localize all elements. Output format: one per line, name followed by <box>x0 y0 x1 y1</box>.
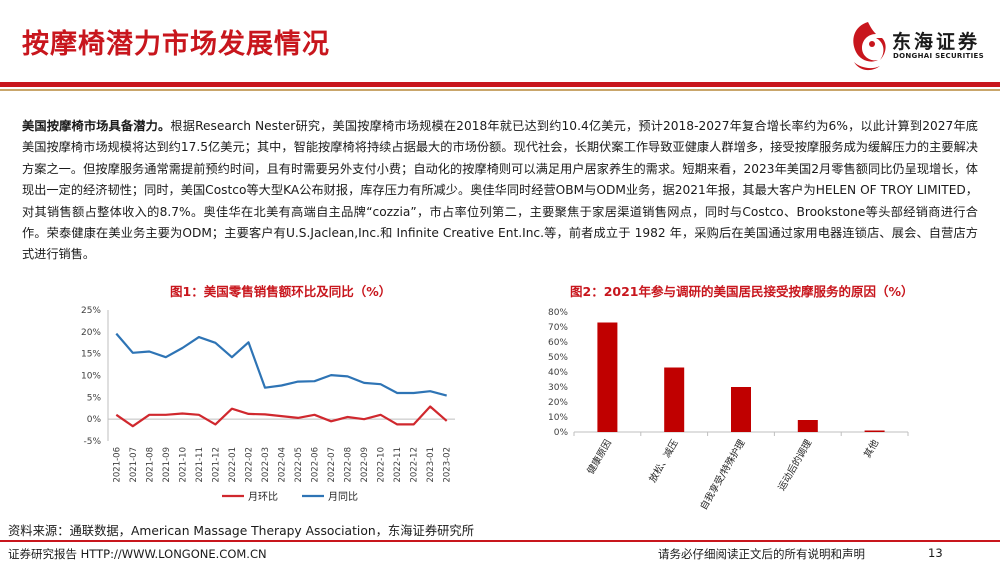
x-category-label: 放松、减压 <box>647 437 681 485</box>
chart2-title: 图2：2021年参与调研的美国居民接受按摩服务的原因（%） <box>570 284 914 299</box>
bar-放松、减压 <box>664 367 685 432</box>
donghai-logo-icon <box>853 22 886 71</box>
x-category-label: 自我享受/特殊护理 <box>698 437 748 512</box>
y-tick-label: 0% <box>554 428 569 438</box>
footer-disclaimer: 请务必仔细阅读正文后的所有说明和声明 <box>658 547 865 561</box>
body-paragraph: 美国按摩椅市场具备潜力。根据Research Nester研究，美国按摩椅市场规… <box>22 116 978 266</box>
retail-sales-line-chart: 25% 20% 15% 10% 5% 0% -5% 2021-06 2021-07 2021-08… <box>81 306 455 503</box>
y-tick-label: 50% <box>548 353 568 363</box>
bar-运动后的调理 <box>797 420 818 432</box>
bar-自我享受/特殊护理 <box>731 387 751 432</box>
y-tick-label: 40% <box>548 368 568 378</box>
series-line-月同比 <box>115 332 447 397</box>
footer-left-text: 证券研究报告 HTTP://WWW.LONGONE.COM.CN <box>8 547 267 561</box>
chart1-title: 图1：美国零售销售额环比及同比（%） <box>170 284 392 299</box>
y-tick-label: 80% <box>548 308 568 318</box>
y-tick-label: 30% <box>548 383 568 393</box>
bar-健康原因 <box>597 322 618 432</box>
series-line-月环比 <box>115 405 448 428</box>
logo-text-en: DONGHAI SECURITIES <box>893 52 984 60</box>
logo: 东海证券 DONGHAI SECURITIES <box>846 18 986 74</box>
page-number: 13 <box>928 546 943 560</box>
source-note: 资料来源：通联数据，American Massage Therapy Assoc… <box>8 524 475 538</box>
x-tick-label: 2022-03 <box>261 447 271 483</box>
x-tick-label: 2021-12 <box>211 447 221 483</box>
x-category-label: 其他 <box>861 437 881 460</box>
x-tick-label: 2022-01 <box>228 447 238 483</box>
y-tick-label: -5% <box>83 437 101 447</box>
y-tick-label: 10% <box>548 413 568 423</box>
x-tick-label: 2022-09 <box>360 447 370 483</box>
x-tick-label: 2021-07 <box>129 447 139 483</box>
y-tick-label: 60% <box>548 338 568 348</box>
x-tick-label: 2021-10 <box>178 447 188 483</box>
header-divider-gold <box>0 89 1000 91</box>
x-category-label: 健康原因 <box>585 438 614 477</box>
x-tick-label: 2022-11 <box>393 447 403 483</box>
y-tick-label: 15% <box>81 350 101 360</box>
legend-label: 月环比 <box>248 491 278 503</box>
y-tick-label: 20% <box>548 398 568 408</box>
x-tick-label: 2022-04 <box>278 447 288 483</box>
x-tick-label: 2022-12 <box>410 447 420 483</box>
x-tick-label: 2022-08 <box>344 447 354 483</box>
x-tick-label: 2021-06 <box>112 447 122 483</box>
legend-label: 月同比 <box>328 491 358 503</box>
footer: 证券研究报告 HTTP://WWW.LONGONE.COM.CN 请务必仔细阅读… <box>0 540 1000 563</box>
x-tick-label: 2022-02 <box>244 447 254 483</box>
logo-text-cn: 东海证券 <box>892 31 981 53</box>
y-tick-label: 25% <box>81 306 101 316</box>
y-tick-label: 5% <box>87 393 102 403</box>
page-title: 按摩椅潜力市场发展情况 <box>22 29 330 60</box>
x-tick-label: 2021-09 <box>162 447 172 483</box>
paragraph-lead: 美国按摩椅市场具备潜力。 <box>22 119 171 133</box>
x-tick-label: 2022-07 <box>327 447 337 483</box>
header-divider-red <box>0 82 1000 87</box>
y-tick-label: 10% <box>81 372 101 382</box>
x-tick-label: 2022-06 <box>311 447 321 483</box>
x-tick-label: 2022-05 <box>294 447 304 483</box>
x-tick-label: 2021-11 <box>195 447 205 483</box>
y-tick-label: 20% <box>81 328 101 338</box>
y-tick-label: 0% <box>87 415 102 425</box>
x-tick-label: 2023-01 <box>426 447 436 483</box>
massage-reasons-bar-chart: 80% 70% 60% 50% 40% 30% 20% 10% 0% 健康原因 放松、减压 自我享受/… <box>548 308 909 512</box>
x-tick-label: 2022-10 <box>377 447 387 483</box>
x-category-label: 运动后的调理 <box>775 437 814 493</box>
footer-divider <box>0 540 1000 542</box>
y-tick-label: 70% <box>548 323 568 333</box>
x-tick-label: 2023-02 <box>443 447 453 483</box>
x-tick-label: 2021-08 <box>145 447 155 483</box>
bar-其他 <box>864 430 885 432</box>
paragraph-body: 根据Research Nester研究，美国按摩椅市场规模在2018年就已达到约… <box>22 119 978 262</box>
